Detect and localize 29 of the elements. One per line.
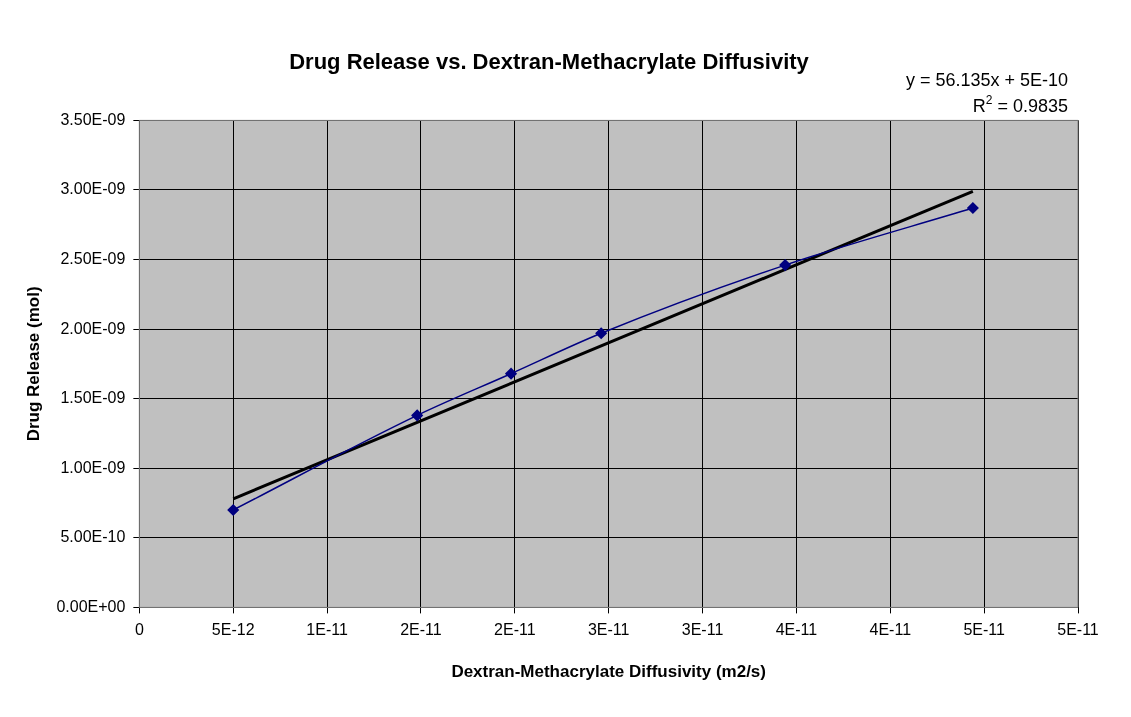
chart-title: Drug Release vs. Dextran-Methacrylate Diffusivity	[289, 49, 810, 75]
y-tick-label: 1.00E-09	[60, 458, 126, 476]
point	[411, 409, 423, 422]
x-tick-label: 2E-11	[494, 621, 536, 639]
x-tick-label: 4E-11	[869, 621, 912, 639]
x-tick-label: 0	[134, 621, 144, 639]
point	[505, 367, 517, 380]
x-tick-label: 3E-11	[587, 621, 630, 639]
y-tick-label: 5.00E-10	[60, 528, 126, 546]
y-tick-label: 3.00E-09	[60, 180, 126, 198]
x-tick-label: 2E-11	[400, 621, 442, 639]
text: y = 56.135x + 5E-10	[905, 70, 1069, 91]
x-tick-label: 5E-11	[1057, 621, 1099, 639]
y-tick-label: 3.50E-09	[60, 110, 126, 128]
y-axis-title: Drug Release (mol)	[23, 286, 43, 442]
x-axis-title: Dextran-Methacrylate Diffusivity (m2/s)	[451, 662, 766, 682]
x-tick-label: 5E-12	[211, 621, 255, 639]
y-tick-label: 0.00E+00	[56, 597, 126, 615]
y-tick-label: 1.50E-09	[60, 389, 126, 407]
y-tick-label: 2.00E-09	[60, 319, 126, 337]
point	[967, 202, 979, 214]
point	[595, 327, 607, 340]
x-tick-label: 4E-11	[775, 621, 818, 639]
y-tick-label: 2.50E-09	[60, 249, 126, 267]
point	[227, 504, 239, 516]
x-tick-label: 3E-11	[681, 621, 724, 639]
point	[779, 259, 791, 271]
x-tick-label: 5E-11	[963, 621, 1005, 639]
x-tick-label: 1E-11	[306, 621, 348, 639]
